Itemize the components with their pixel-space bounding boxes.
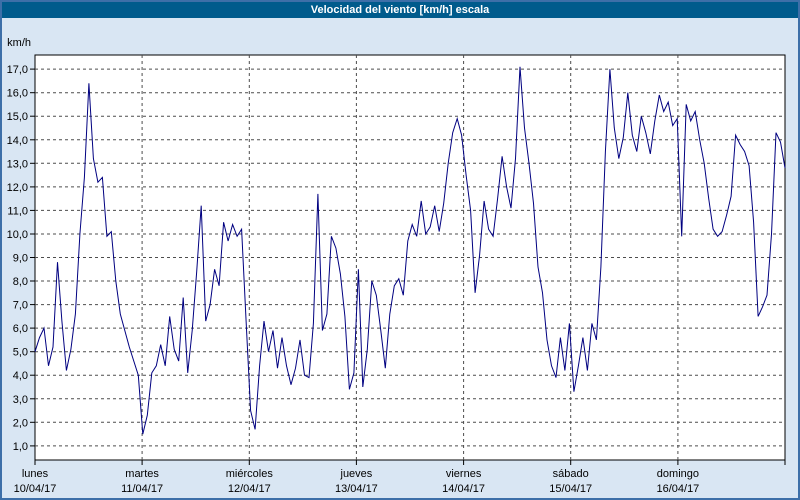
- y-tick-label: 6,0: [13, 323, 28, 335]
- x-day-label: sábado: [553, 468, 589, 480]
- y-tick-label: 12,0: [7, 182, 28, 194]
- x-date-label: 15/04/17: [549, 483, 592, 495]
- x-day-label: martes: [125, 468, 159, 480]
- x-date-label: 14/04/17: [442, 483, 485, 495]
- x-day-label: viernes: [446, 468, 482, 480]
- y-tick-label: 10,0: [7, 229, 28, 241]
- y-tick-label: 13,0: [7, 158, 28, 170]
- wind-speed-chart: 1,0 2,0 3,0 4,0 5,0 6,0 7,0 8,0 9,0 10,0 11,0 12,0 1…: [7, 37, 786, 495]
- x-date-label: 16/04/17: [656, 483, 699, 495]
- x-date-label: 11/04/17: [121, 483, 163, 495]
- x-date-label: 10/04/17: [14, 483, 57, 495]
- y-tick-label: 5,0: [13, 347, 28, 359]
- y-tick-label: 11,0: [7, 205, 28, 217]
- y-tick-label: 7,0: [13, 300, 28, 312]
- y-axis-unit-label: km/h: [7, 37, 31, 49]
- y-tick-label: 9,0: [13, 253, 28, 265]
- y-tick-label: 16,0: [7, 88, 28, 100]
- y-tick-label: 1,0: [13, 441, 28, 453]
- y-tick-label: 17,0: [7, 64, 28, 76]
- x-date-label: 12/04/17: [228, 483, 271, 495]
- y-tick-label: 8,0: [13, 276, 28, 288]
- x-date-label: 13/04/17: [335, 483, 378, 495]
- y-tick-label: 3,0: [13, 394, 28, 406]
- wind-speed-line: [34, 66, 786, 435]
- x-day-label: domingo: [657, 468, 699, 480]
- chart-container: 1,0 2,0 3,0 4,0 5,0 6,0 7,0 8,0 9,0 10,0 11,0 12,0 1…: [2, 18, 798, 498]
- x-day-label: jueves: [340, 468, 373, 480]
- y-tick-label: 15,0: [7, 111, 28, 123]
- y-tick-label: 14,0: [7, 135, 28, 147]
- chart-title: Velocidad del viento [km/h] escala: [310, 4, 490, 16]
- y-tick-label: 2,0: [13, 417, 28, 429]
- x-day-label: miércoles: [226, 468, 274, 480]
- y-tick-label: 4,0: [13, 370, 28, 382]
- x-day-label: lunes: [22, 468, 49, 480]
- chart-title-bar: Velocidad del viento [km/h] escala: [2, 2, 798, 18]
